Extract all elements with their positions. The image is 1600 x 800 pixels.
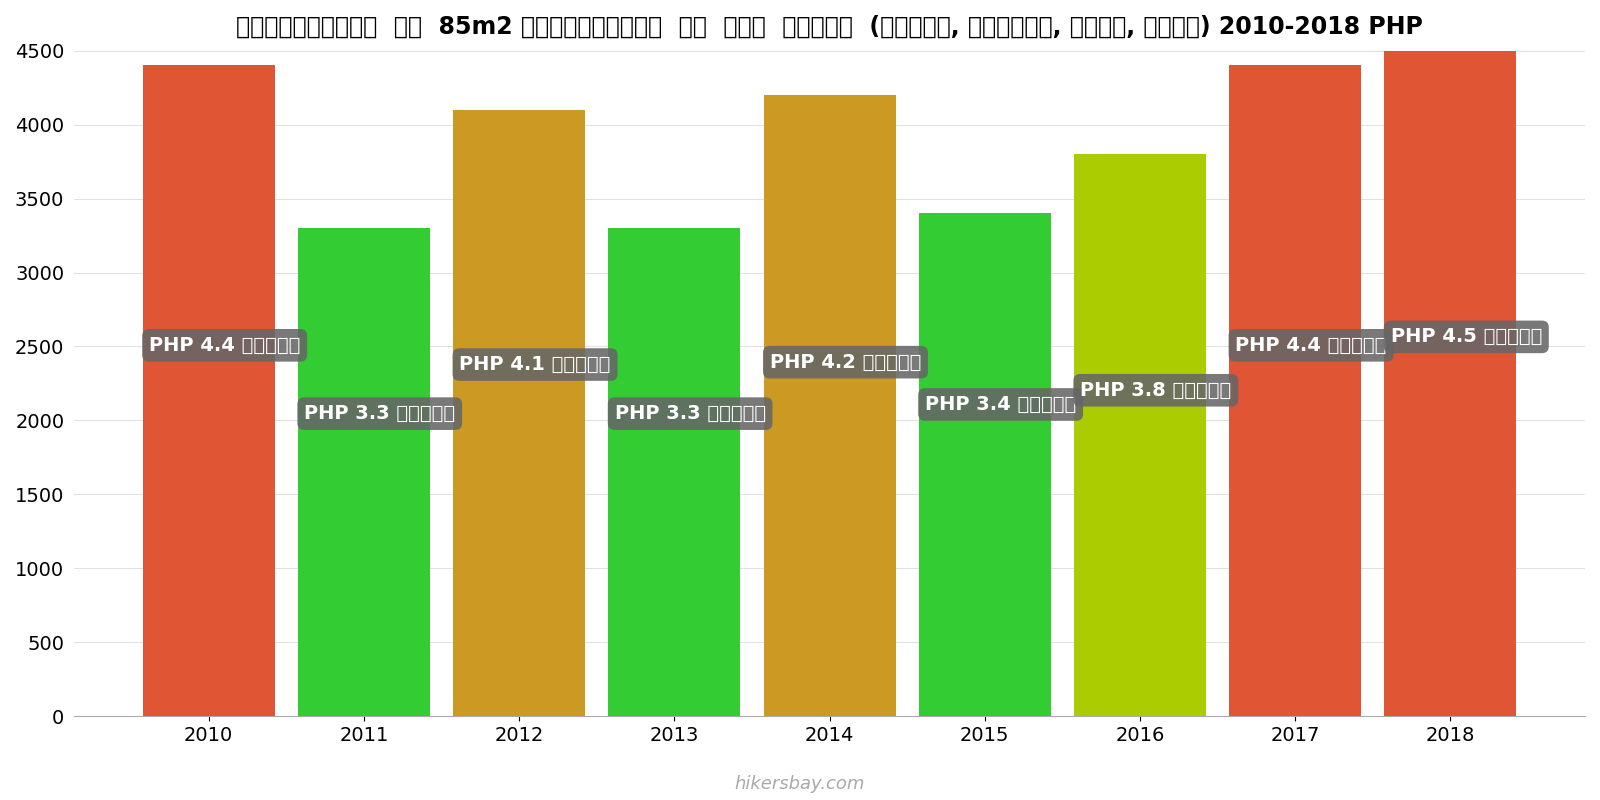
Text: PHP 4.4 हज़ार: PHP 4.4 हज़ार <box>149 336 301 355</box>
Bar <box>1229 66 1362 716</box>
Bar <box>1384 50 1517 716</box>
Text: PHP 4.2 हज़ार: PHP 4.2 हज़ार <box>770 353 922 372</box>
Bar <box>453 110 586 716</box>
Text: PHP 4.5 हज़ार: PHP 4.5 हज़ार <box>1390 327 1542 346</box>
Text: PHP 4.4 हज़ार: PHP 4.4 हज़ार <box>1235 336 1387 355</box>
Title: फ़िलीपीन्स  एक  85m2 अपार्टमेंट  के  लिए  शुल्क  (बिजली, हीटिंग, पानी, कचरा) 201: फ़िलीपीन्स एक 85m2 अपार्टमेंट के लिए शुल… <box>237 15 1422 39</box>
Bar <box>142 66 275 716</box>
Text: hikersbay.com: hikersbay.com <box>734 775 866 793</box>
Text: PHP 3.8 हज़ार: PHP 3.8 हज़ार <box>1080 381 1232 400</box>
Bar <box>918 214 1051 716</box>
Bar <box>608 228 741 716</box>
Bar <box>1074 154 1206 716</box>
Text: PHP 3.3 हज़ार: PHP 3.3 हज़ार <box>304 404 456 423</box>
Text: PHP 4.1 हज़ार: PHP 4.1 हज़ार <box>459 355 611 374</box>
Bar <box>763 95 896 716</box>
Text: PHP 3.4 हज़ार: PHP 3.4 हज़ार <box>925 395 1077 414</box>
Bar <box>298 228 430 716</box>
Text: PHP 3.3 हज़ार: PHP 3.3 हज़ार <box>614 404 766 423</box>
